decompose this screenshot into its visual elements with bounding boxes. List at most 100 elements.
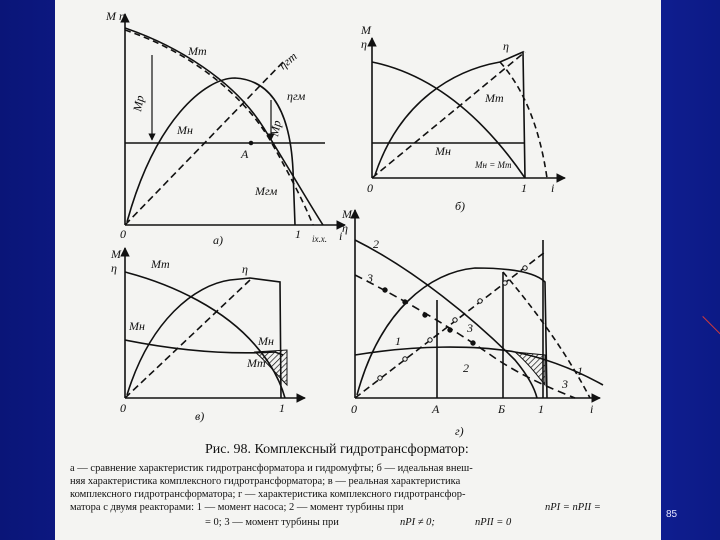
panel-g-diag-line — [354, 251, 546, 399]
panel-g-curve-label: 3 — [366, 271, 373, 285]
panel-b-eta-curve — [374, 50, 526, 179]
panel-v-axis-label: η — [111, 261, 117, 275]
panel-g-curve-label: 2 — [463, 361, 469, 375]
panel-v-curve-label: Mт — [246, 356, 266, 370]
caption-formula: nРII = 0 — [475, 517, 512, 528]
panel-v-curve-label: η — [242, 262, 248, 276]
panel-g-curve-label: 3 — [466, 321, 473, 335]
panel-a-curve-label: ηгм — [287, 89, 306, 103]
panel-a-curve-label: Mт — [187, 44, 207, 58]
figure-svg: M η Mт ηгт ηгм Mр Mр Mн Mгм A 0 1 iх.х. … — [70, 9, 604, 528]
panel-g-dot — [422, 312, 428, 318]
panel-g-tick: 1 — [538, 402, 544, 416]
panel-a-curve-label: Mр — [267, 119, 284, 138]
panel-g-dot — [447, 327, 453, 333]
panel-g-ring — [402, 356, 408, 362]
panel-g-axis-label: η — [342, 221, 348, 235]
panel-a-tick: i — [339, 229, 342, 243]
panel-g-tick: Б — [497, 402, 505, 416]
caption-line: комплексного гидротрансформатора; г — ха… — [70, 489, 466, 500]
caption-line: няя характеристика комплексного гидротра… — [70, 476, 461, 487]
caption-line: а — сравнение характеристик гидротрансфо… — [70, 463, 473, 474]
panel-v-labels: M η Mт η Mн Mн Mт 0 1 в) — [110, 247, 285, 423]
panel-a-curve-label: Mгм — [254, 184, 278, 198]
panel-g-dot — [402, 299, 408, 305]
panel-g-tick: i — [590, 402, 593, 416]
panel-g-curve-2 — [354, 239, 538, 399]
panel-a-eta-gt-curve — [126, 77, 296, 226]
panel-a-tick: 1 — [295, 227, 301, 241]
decorative-line — [702, 316, 720, 338]
panel-g-labels: M η 2 3 1 3 2 1 3 0 A Б 1 i г) — [341, 207, 593, 438]
panel-g-dot — [470, 340, 476, 346]
panel-b-labels: M η η Mт Mн Mн = Mт 0 1 i б) — [360, 23, 554, 213]
panel-a-mt-curve — [124, 27, 324, 226]
panel-g-curve-label: 1 — [395, 334, 401, 348]
panel-b-curve-label: Mн = Mт — [474, 160, 512, 170]
caption-line: = 0; 3 — момент турбины при — [205, 517, 339, 528]
caption-formula: nРI = nРII = — [545, 502, 601, 513]
panel-b-axis-label: η — [361, 37, 367, 51]
panel-g-label: г) — [455, 424, 464, 438]
textbook-scan: M η Mт ηгт ηгм Mр Mр Mн Mгм A 0 1 iх.х. … — [55, 0, 661, 540]
panel-b-curve-label: Mт — [484, 91, 504, 105]
panel-b-tick: 0 — [367, 181, 373, 195]
panel-g-curve-3 — [354, 274, 576, 399]
panel-g-curve-1 — [354, 346, 604, 386]
panel-v-tick: 1 — [279, 401, 285, 415]
panel-v — [120, 247, 306, 403]
panel-g-tick: A — [431, 402, 440, 416]
caption: Рис. 98. Комплексный гидротрансформатор:… — [70, 442, 601, 528]
panel-g-curve-label: 3 — [561, 377, 568, 391]
panel-a-point-a — [248, 140, 254, 146]
panel-v-label: в) — [195, 409, 204, 423]
panel-v-curve-label: Mн — [257, 334, 274, 348]
panel-b-mgm-curve — [499, 61, 548, 179]
panel-v-eta-diag — [124, 279, 251, 399]
caption-title: Рис. 98. Комплексный гидротрансформатор: — [205, 442, 469, 457]
panel-a-label: а) — [213, 233, 223, 247]
panel-g-markers — [377, 265, 528, 381]
panel-g-ring — [522, 265, 528, 271]
panel-g-ring — [502, 280, 508, 286]
panel-v-mt-curve — [124, 271, 286, 399]
panel-v-curve-label: Mт — [150, 257, 170, 271]
panel-b — [367, 37, 566, 183]
panel-a-eta-gm-line — [124, 59, 286, 226]
panel-b-tick: 1 — [521, 181, 527, 195]
panel-b-label: б) — [455, 199, 465, 213]
panel-v-curve-label: Mн — [128, 319, 145, 333]
panel-a-curve-label: Mр — [130, 94, 147, 113]
panel-v-axis-label: M — [110, 247, 122, 261]
panel-a-axis-label: M η — [105, 9, 125, 23]
panel-g-curve-label: 1 — [577, 364, 583, 378]
panel-a-tick: 0 — [120, 227, 126, 241]
panel-b-axis-label: M — [360, 23, 372, 37]
panel-g — [350, 209, 604, 403]
panel-v-eta-curve — [126, 277, 282, 399]
panel-g-curve-label: 2 — [373, 237, 379, 251]
panel-a-curve-label: Mн — [176, 123, 193, 137]
panel-g-dot — [382, 287, 388, 293]
panel-b-curve-label: Mн — [434, 144, 451, 158]
panel-g-ring — [427, 337, 433, 343]
panel-g-tick: 0 — [351, 402, 357, 416]
panel-a — [120, 13, 346, 230]
panel-b-eta-diag — [371, 51, 526, 179]
panel-g-axis-label: M — [341, 207, 353, 221]
panel-v-tick: 0 — [120, 401, 126, 415]
panel-v-hatched-area — [253, 349, 288, 387]
panel-g-ring — [452, 317, 458, 323]
panel-a-tick: iх.х. — [312, 234, 327, 244]
panel-g-hatched-area — [513, 351, 546, 387]
panel-b-mt-curve — [371, 61, 526, 179]
panel-g-ring — [477, 298, 483, 304]
panel-b-tick: i — [551, 181, 554, 195]
caption-formula: nРI ≠ 0; — [400, 517, 435, 528]
page-number: 85 — [666, 509, 678, 520]
panel-b-curve-label: η — [503, 39, 509, 53]
panel-a-point-label: A — [240, 147, 249, 161]
panel-g-ring — [377, 375, 383, 381]
caption-line: матора с двумя реакторами: 1 — момент на… — [70, 502, 404, 513]
panel-g-eta-curve — [356, 267, 548, 399]
